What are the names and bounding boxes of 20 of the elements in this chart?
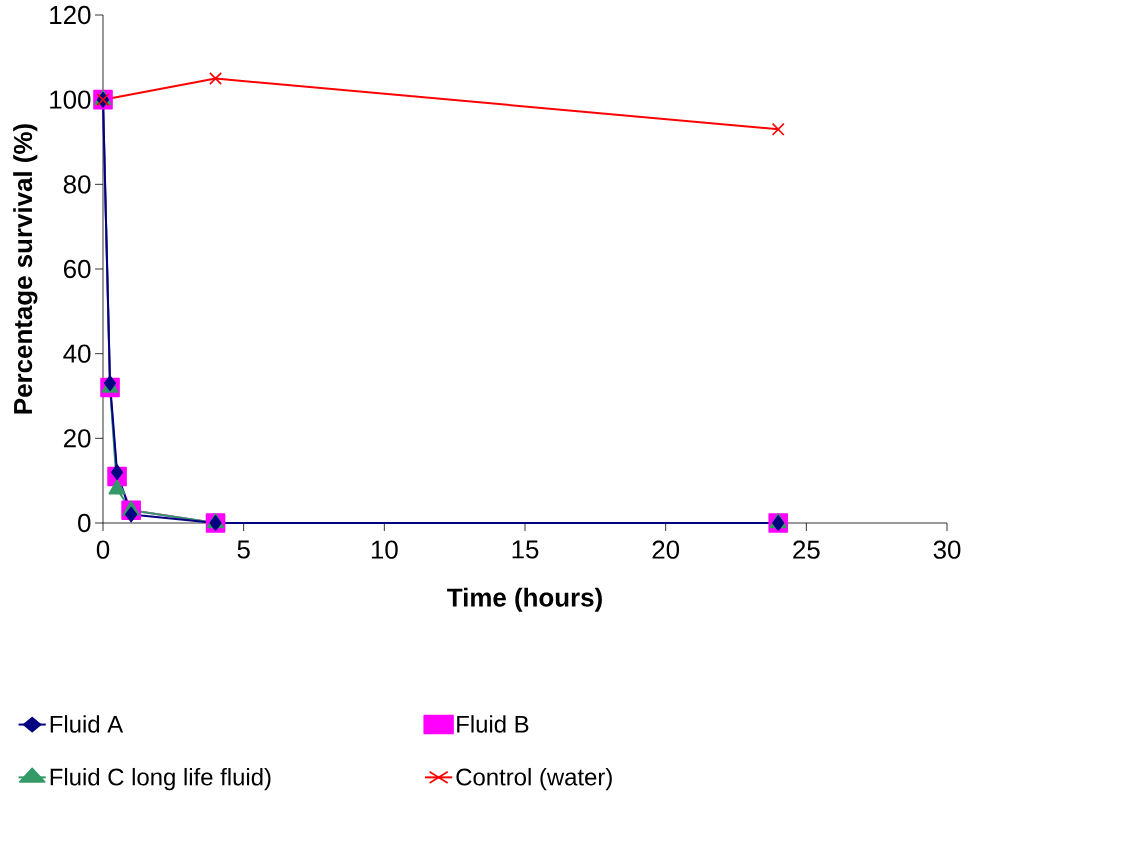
legend-label: Fluid B (457, 715, 529, 733)
y-axis-title: Percentage survival (%) (13, 124, 38, 414)
y-tick-label: 40 (63, 344, 91, 363)
x-tick-label: 5 (237, 540, 250, 559)
x-tick-label: 10 (371, 540, 398, 559)
y-tick-label: 100 (50, 90, 91, 109)
y-tick-label: 120 (50, 5, 91, 25)
y-tick-label: 20 (63, 429, 91, 448)
x-tick-label: 0 (96, 540, 110, 559)
legend-label: Fluid A (50, 715, 124, 733)
x-tick-label: 20 (652, 540, 680, 559)
y-tick-label: 0 (78, 513, 91, 533)
x-tick-label: 15 (512, 540, 539, 559)
y-tick-label: 80 (63, 175, 91, 194)
x-tick-label: 25 (793, 540, 820, 559)
y-tick-label: 60 (63, 259, 91, 279)
legend-label: Fluid C long life fluid) (50, 767, 271, 791)
x-tick-label: 30 (933, 540, 961, 559)
legend-label: Control (water) (456, 767, 612, 791)
x-axis-title: Time (hours) (447, 587, 602, 612)
